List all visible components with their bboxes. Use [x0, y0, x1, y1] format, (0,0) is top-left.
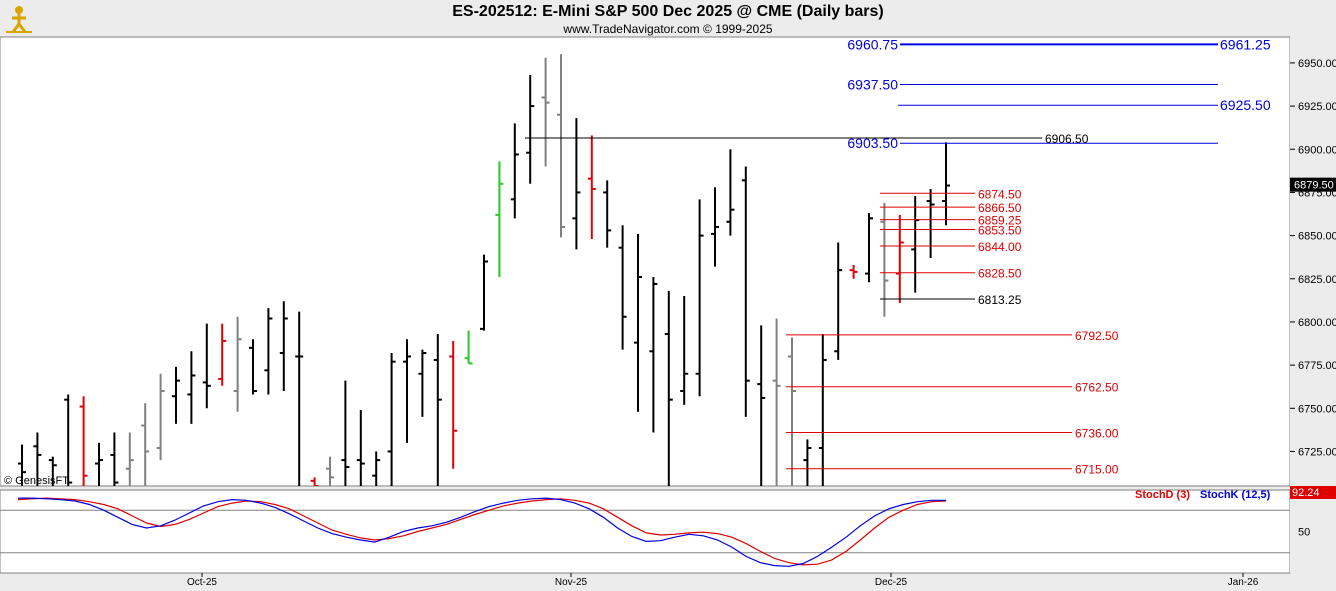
y-tick-label: 6825.00 [1298, 274, 1336, 286]
y-tick-label: 6900.00 [1298, 144, 1336, 156]
chart-title: ES-202512: E-Mini S&P 500 Dec 2025 @ CME… [452, 3, 884, 20]
y-tick-label: 6775.00 [1298, 360, 1336, 372]
price-level-label-right: 6853.50 [978, 224, 1022, 238]
copyright-label: © GenesisFT [4, 475, 69, 487]
legend-stochk: StochK (12,5) [1200, 489, 1271, 501]
price-level-label-right: 6874.50 [978, 187, 1022, 201]
price-level-label-left: 6960.75 [847, 36, 898, 52]
price-level-label-right: 6792.50 [1075, 329, 1119, 343]
stoch-series-line [18, 497, 946, 567]
price-level-label-right: 6866.50 [978, 201, 1022, 215]
price-level-label-right: 6961.25 [1220, 36, 1271, 52]
price-level-label-right: 6762.50 [1075, 381, 1119, 395]
trader-figure-icon [6, 6, 32, 33]
price-level-label-right: 6925.50 [1220, 97, 1271, 113]
y-tick-label: 6950.00 [1298, 58, 1336, 70]
price-level-label-right: 6813.25 [978, 293, 1022, 307]
stochastic-axis [1290, 490, 1336, 573]
x-tick-label: Oct-25 [187, 577, 217, 588]
stoch-last-box [1290, 486, 1336, 499]
y-tick-label: 6725.00 [1298, 446, 1336, 458]
chart-subtitle: www.TradeNavigator.com © 1999-2025 [563, 22, 773, 36]
y-tick-label: 6750.00 [1298, 403, 1336, 415]
price-level-label-left: 6937.50 [847, 76, 898, 92]
stoch-tick-label: 50 [1298, 527, 1310, 539]
last-price-label: 6879.50 [1294, 180, 1334, 192]
price-axis [1290, 37, 1336, 486]
x-tick-label: Jan-26 [1228, 577, 1259, 588]
price-level-label-right: 6906.50 [1045, 132, 1089, 146]
y-tick-label: 6800.00 [1298, 317, 1336, 329]
stoch-last-label: 92.24 [1292, 487, 1320, 499]
legend-stochd: StochD (3) [1135, 489, 1190, 501]
price-level-label-right: 6715.00 [1075, 463, 1119, 477]
price-level-label-right: 6844.00 [978, 240, 1022, 254]
bars-group [18, 54, 950, 486]
price-level-label-left: 6903.50 [847, 135, 898, 151]
x-tick-label: Nov-25 [555, 577, 588, 588]
price-level-label-right: 6736.00 [1075, 426, 1119, 440]
stochastic-panel [0, 489, 1291, 574]
y-tick-label: 6925.00 [1298, 101, 1336, 113]
price-level-label-right: 6828.50 [978, 267, 1022, 281]
stoch-series-line [17, 497, 947, 566]
price-level-label-right: 6859.25 [978, 214, 1022, 228]
y-tick-label: 6850.00 [1298, 231, 1336, 243]
x-tick-label: Dec-25 [875, 577, 908, 588]
last-price-box [1290, 177, 1336, 192]
price-panel [0, 36, 1291, 487]
